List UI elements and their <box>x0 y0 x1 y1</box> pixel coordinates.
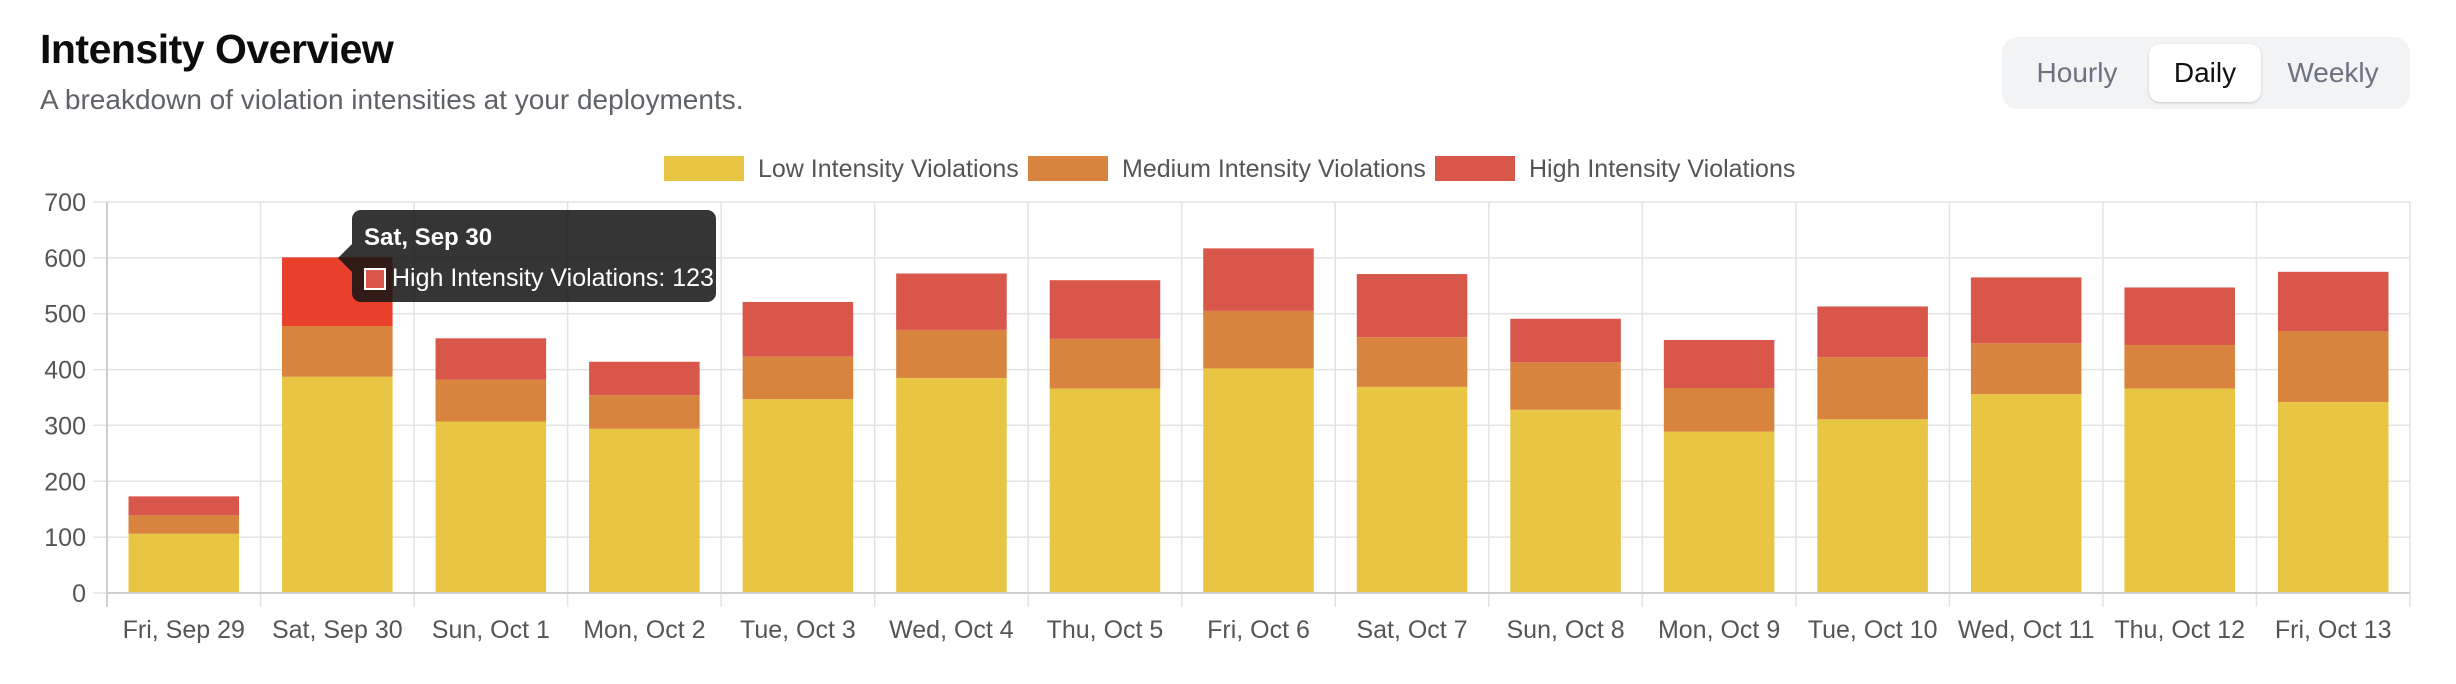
bar-segment <box>128 496 240 516</box>
bar-segment <box>589 361 700 396</box>
bar-segment <box>128 533 240 593</box>
daily-button[interactable]: Daily <box>2149 44 2261 102</box>
bar-segment <box>2277 331 2389 402</box>
bar-segment <box>435 421 547 593</box>
legend-label-low: Low Intensity Violations <box>758 155 1019 183</box>
bar-segment <box>2124 344 2235 389</box>
legend-label-high: High Intensity Violations <box>1529 155 1795 183</box>
bar-segment <box>1510 409 1621 593</box>
bar-segment <box>1203 248 1314 311</box>
bar-segment <box>435 338 547 380</box>
bar-segment <box>589 428 700 593</box>
bar-segment <box>1817 357 1928 420</box>
bar-segment <box>1356 274 1468 338</box>
bar-segment <box>1356 337 1468 387</box>
bar-segment <box>1970 394 2082 593</box>
bar-segment <box>1663 388 1775 432</box>
bar-segment <box>2277 401 2389 593</box>
tooltip-caret <box>338 244 352 272</box>
bar-segment <box>1356 386 1468 593</box>
x-tick-label: Mon, Oct 2 <box>583 616 705 644</box>
bar-segment <box>2277 271 2389 332</box>
y-tick-label: 200 <box>44 468 86 496</box>
x-tick-label: Sun, Oct 1 <box>432 616 550 644</box>
bar-segment <box>896 273 1007 330</box>
bar-segment <box>1049 280 1161 339</box>
legend-label-medium: Medium Intensity Violations <box>1122 155 1426 183</box>
x-tick-label: Mon, Oct 9 <box>1658 616 1780 644</box>
bar-segment <box>742 301 854 357</box>
x-tick-label: Thu, Oct 12 <box>2114 616 2245 644</box>
x-tick-label: Fri, Oct 6 <box>1207 616 1310 644</box>
bar-segment <box>1049 388 1161 593</box>
bar-segment <box>2124 287 2235 345</box>
legend-swatch-low <box>664 156 744 181</box>
hourly-button[interactable]: Hourly <box>2036 57 2118 88</box>
chart-tooltip: Sat, Sep 30 High Intensity Violations: 1… <box>338 210 716 302</box>
bar-segment <box>1970 343 2082 395</box>
y-tick-label: 0 <box>72 580 86 608</box>
x-tick-label: Sat, Oct 7 <box>1356 616 1467 644</box>
x-tick-label: Tue, Oct 10 <box>1808 616 1938 644</box>
bar-segment <box>435 379 547 422</box>
bar-segment <box>896 377 1007 593</box>
bar-segment <box>1203 368 1314 593</box>
tooltip-label: High Intensity Violations: 123 <box>392 264 714 292</box>
x-tick-label: Sun, Oct 8 <box>1507 616 1625 644</box>
y-tick-label: 400 <box>44 357 86 385</box>
y-tick-label: 500 <box>44 301 86 329</box>
x-tick-label: Wed, Oct 11 <box>1958 616 2095 644</box>
bar-segment <box>1663 431 1775 593</box>
x-tick-label: Wed, Oct 4 <box>889 616 1014 644</box>
tooltip-swatch <box>364 267 386 290</box>
bar-segment <box>589 395 700 429</box>
bar-segment <box>1510 362 1621 410</box>
legend-swatch-high <box>1435 156 1515 181</box>
y-tick-label: 300 <box>44 412 86 440</box>
x-tick-label: Sat, Sep 30 <box>272 616 403 644</box>
x-tick-label: Tue, Oct 3 <box>740 616 856 644</box>
y-tick-label: 700 <box>44 189 86 217</box>
bar-segment <box>282 376 393 593</box>
weekly-button[interactable]: Weekly <box>2287 57 2379 88</box>
tooltip-title: Sat, Sep 30 <box>364 224 493 251</box>
y-tick-label: 100 <box>44 524 86 552</box>
legend-swatch-medium <box>1028 156 1108 181</box>
bar-segment <box>1817 419 1928 593</box>
bar-segment <box>1510 318 1621 363</box>
bar-segment <box>1049 338 1161 389</box>
x-tick-label: Thu, Oct 5 <box>1047 616 1164 644</box>
page-title: Intensity Overview <box>40 26 394 72</box>
page-subtitle: A breakdown of violation intensities at … <box>40 84 744 115</box>
x-tick-label: Fri, Sep 29 <box>123 616 245 644</box>
bar-segment <box>1663 339 1775 389</box>
bar-segment <box>1817 306 1928 358</box>
x-tick-label: Fri, Oct 13 <box>2275 616 2392 644</box>
bar-segment <box>1970 277 2082 344</box>
bar-segment <box>128 515 240 534</box>
bar-segment <box>742 356 854 400</box>
bar-segment <box>1203 310 1314 369</box>
bar-segment <box>742 399 854 593</box>
y-tick-label: 600 <box>44 245 86 273</box>
time-range-toggle: Hourly Daily Weekly <box>2002 37 2410 109</box>
bar-segment <box>282 326 393 377</box>
bar-segment <box>2124 388 2235 593</box>
bar-segment <box>896 329 1007 378</box>
